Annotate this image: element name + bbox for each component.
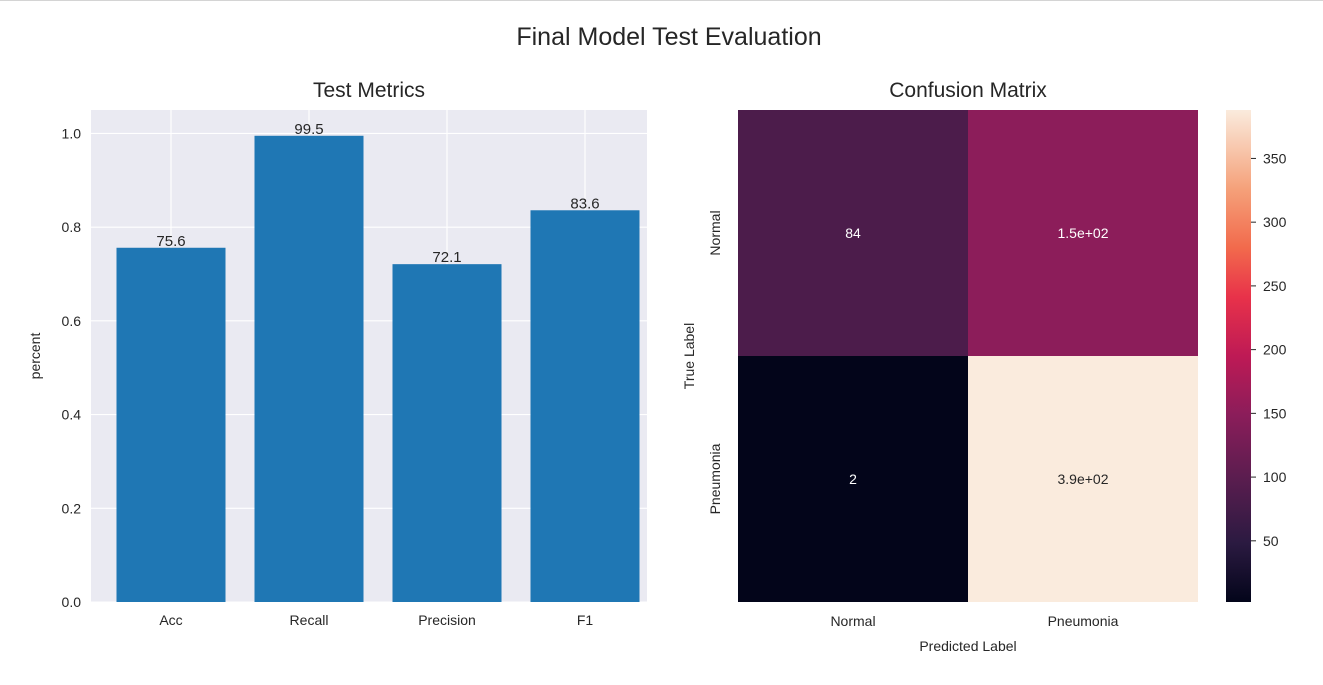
bar-x-tick-label: Recall <box>290 612 329 628</box>
heatmap-y-axis-label: True Label <box>681 323 697 389</box>
bar-y-axis-label: percent <box>27 333 43 380</box>
bar-data-label: 99.5 <box>294 121 323 138</box>
bar-f1 <box>530 210 640 602</box>
bar-data-label: 72.1 <box>432 249 461 266</box>
bar-y-tick-label: 0.6 <box>62 313 82 329</box>
confusion-matrix-chart: 84 1.5e+02 2 3.9e+02 Normal Pneumonia Normal… <box>681 79 1287 654</box>
heatmap-cells <box>738 110 1198 602</box>
colorbar-tick-label: 300 <box>1263 214 1287 230</box>
colorbar-tick-label: 100 <box>1263 469 1287 485</box>
bar-y-tick-labels: 0.0 0.2 0.4 0.6 0.8 1.0 <box>62 125 82 610</box>
bar-y-tick-label: 0.2 <box>62 500 82 516</box>
heatmap-title: Confusion Matrix <box>889 79 1047 102</box>
heatmap-cell-annotation: 84 <box>845 225 861 241</box>
heatmap-x-tick-label: Normal <box>830 613 875 629</box>
bar-recall <box>254 135 364 602</box>
heatmap-y-tick-labels: Normal Pneumonia <box>707 210 723 514</box>
figure-title: Final Model Test Evaluation <box>516 23 821 51</box>
heatmap-annotations: 84 1.5e+02 2 3.9e+02 <box>845 225 1108 487</box>
heatmap-x-tick-label: Pneumonia <box>1048 613 1119 629</box>
bar-chart-title: Test Metrics <box>313 79 425 102</box>
heatmap-y-tick-label: Pneumonia <box>707 443 723 514</box>
bar-y-tick-label: 0.0 <box>62 594 82 610</box>
colorbar <box>1226 110 1251 602</box>
heatmap-cell <box>968 110 1198 356</box>
bar-data-label: 75.6 <box>156 233 185 250</box>
heatmap-cell <box>738 110 968 356</box>
bar-y-tick-label: 1.0 <box>62 125 82 141</box>
bar-x-tick-label: Acc <box>159 612 182 628</box>
heatmap-cell-annotation: 1.5e+02 <box>1058 225 1109 241</box>
heatmap-cell-annotation: 3.9e+02 <box>1058 471 1109 487</box>
bar-x-tick-labels: Acc Recall Precision F1 <box>159 612 593 628</box>
colorbar-tick-label: 250 <box>1263 278 1287 294</box>
heatmap-y-tick-label: Normal <box>707 210 723 255</box>
colorbar-tick-label: 150 <box>1263 405 1287 421</box>
bar-series <box>116 135 640 602</box>
bar-data-labels: 75.6 99.5 72.1 83.6 <box>156 121 599 266</box>
heatmap-x-tick-labels: Normal Pneumonia <box>830 613 1118 629</box>
bar-y-tick-label: 0.8 <box>62 219 82 235</box>
top-divider <box>0 0 1323 1</box>
bar-x-tick-label: Precision <box>418 612 476 628</box>
heatmap-cell <box>738 356 968 602</box>
colorbar-tick-label: 350 <box>1263 150 1287 166</box>
bar-data-label: 83.6 <box>570 195 599 212</box>
bar-acc <box>116 247 226 602</box>
heatmap-x-axis-label: Predicted Label <box>919 638 1016 654</box>
bar-chart: 75.6 99.5 72.1 83.6 0.0 0.2 0.4 0.6 0.8 1.0 Acc R… <box>27 79 647 628</box>
heatmap-cell <box>968 356 1198 602</box>
heatmap-cell-annotation: 2 <box>849 471 857 487</box>
bar-y-tick-label: 0.4 <box>62 407 82 423</box>
colorbar-tick-label: 50 <box>1263 533 1279 549</box>
bar-x-tick-label: F1 <box>577 612 594 628</box>
colorbar-tick-label: 200 <box>1263 342 1287 358</box>
colorbar-tick-labels: 50 100 150 200 250 300 350 <box>1251 150 1287 549</box>
bar-precision <box>392 264 502 602</box>
